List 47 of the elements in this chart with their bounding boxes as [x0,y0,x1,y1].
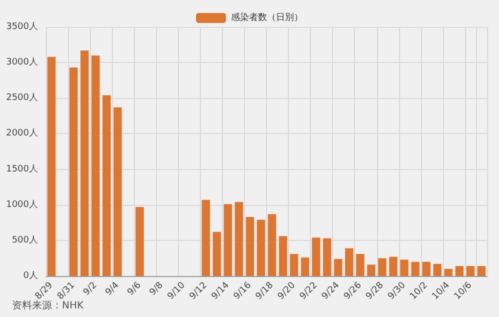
bar [80,50,89,276]
bar [278,236,288,276]
x-tick-label: 9/4 [104,280,122,298]
bar [256,220,266,276]
bar [102,95,111,276]
bar [455,266,464,276]
bar [323,238,332,276]
bar [400,260,408,276]
y-tick-label: 3500人 [6,21,38,32]
y-tick-label: 500人 [12,234,38,246]
bar [246,216,254,276]
bar [136,206,144,276]
bar [422,262,430,276]
bar [312,238,320,276]
bar [378,258,386,276]
bar [290,254,298,276]
legend-label: 感染者数（日別） [231,12,303,23]
bar [202,200,210,276]
y-tick-label: 1500人 [6,163,38,174]
bar [212,232,222,276]
x-tick-label: 9/2 [82,280,100,298]
bar [224,204,232,276]
bar [47,56,56,276]
x-tick-label: 9/8 [148,280,166,298]
bar [477,266,486,276]
bar [268,214,276,276]
bar [444,268,453,276]
bar [411,262,420,276]
bar [91,55,100,276]
bar [114,107,122,276]
bar [356,254,364,276]
text: 资料来源：NHK [12,300,84,312]
y-tick-label: 2500人 [6,92,38,104]
bar [334,258,342,276]
y-tick-label: 1000人 [6,198,38,210]
x-tick-label: 9/6 [126,280,144,298]
y-tick-label: 2000人 [6,128,38,139]
bar [345,248,354,276]
bar [433,264,442,276]
bar [466,266,475,276]
y-tick-label: 3000人 [6,56,38,68]
bar [69,68,78,276]
y-tick-label: 0人 [23,270,38,281]
bar [367,264,376,276]
bar [389,256,398,276]
bar [234,202,244,276]
bar [300,258,310,276]
